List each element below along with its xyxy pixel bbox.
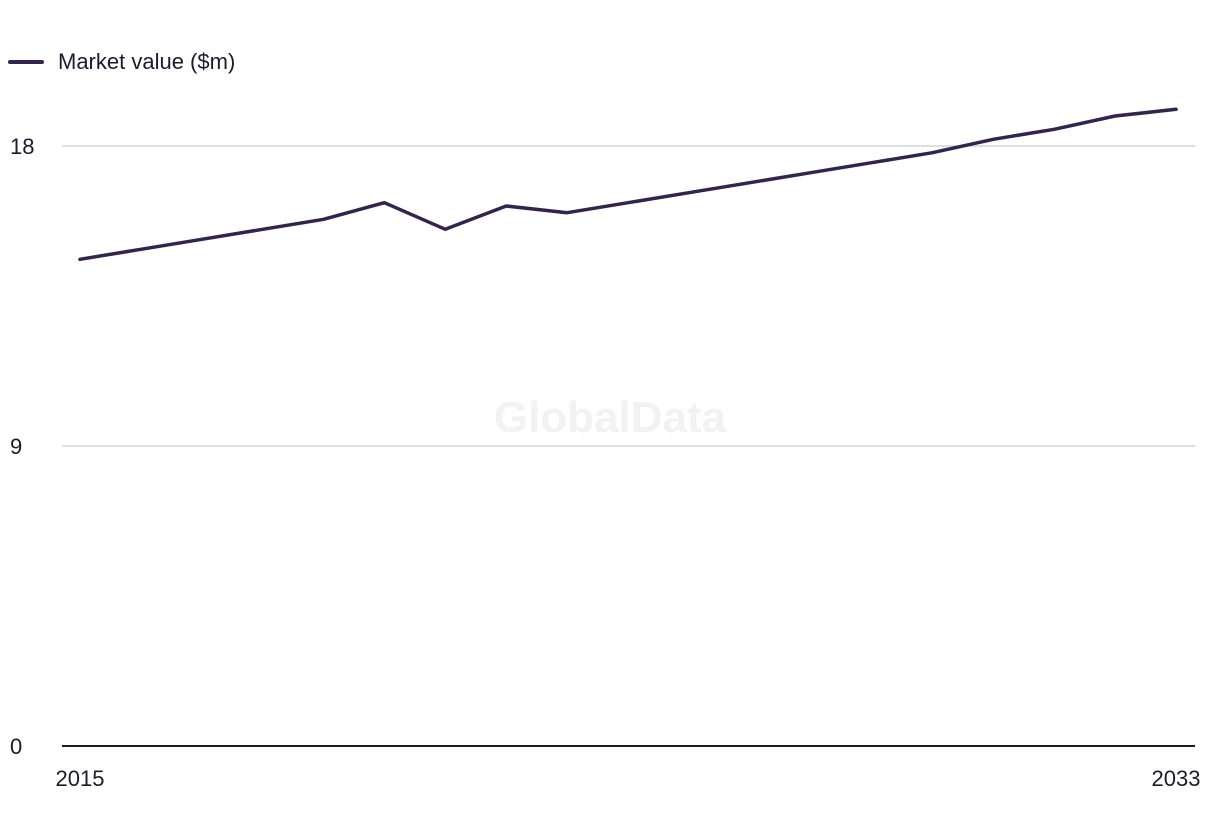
series-line xyxy=(78,107,1178,262)
legend-label: Market value ($m) xyxy=(58,49,235,74)
x-tick-label: 2033 xyxy=(1152,766,1201,791)
series xyxy=(78,107,1178,262)
y-tick-label: 18 xyxy=(10,134,34,159)
watermark: GlobalData xyxy=(494,393,727,442)
x-tick-label: 2015 xyxy=(56,766,105,791)
y-tick-label: 9 xyxy=(10,434,22,459)
y-tick-label: 0 xyxy=(10,734,22,759)
gridlines xyxy=(62,145,1195,447)
axes: 0 9 18 2015 2033 xyxy=(10,134,1200,791)
legend: Market value ($m) xyxy=(8,49,235,74)
